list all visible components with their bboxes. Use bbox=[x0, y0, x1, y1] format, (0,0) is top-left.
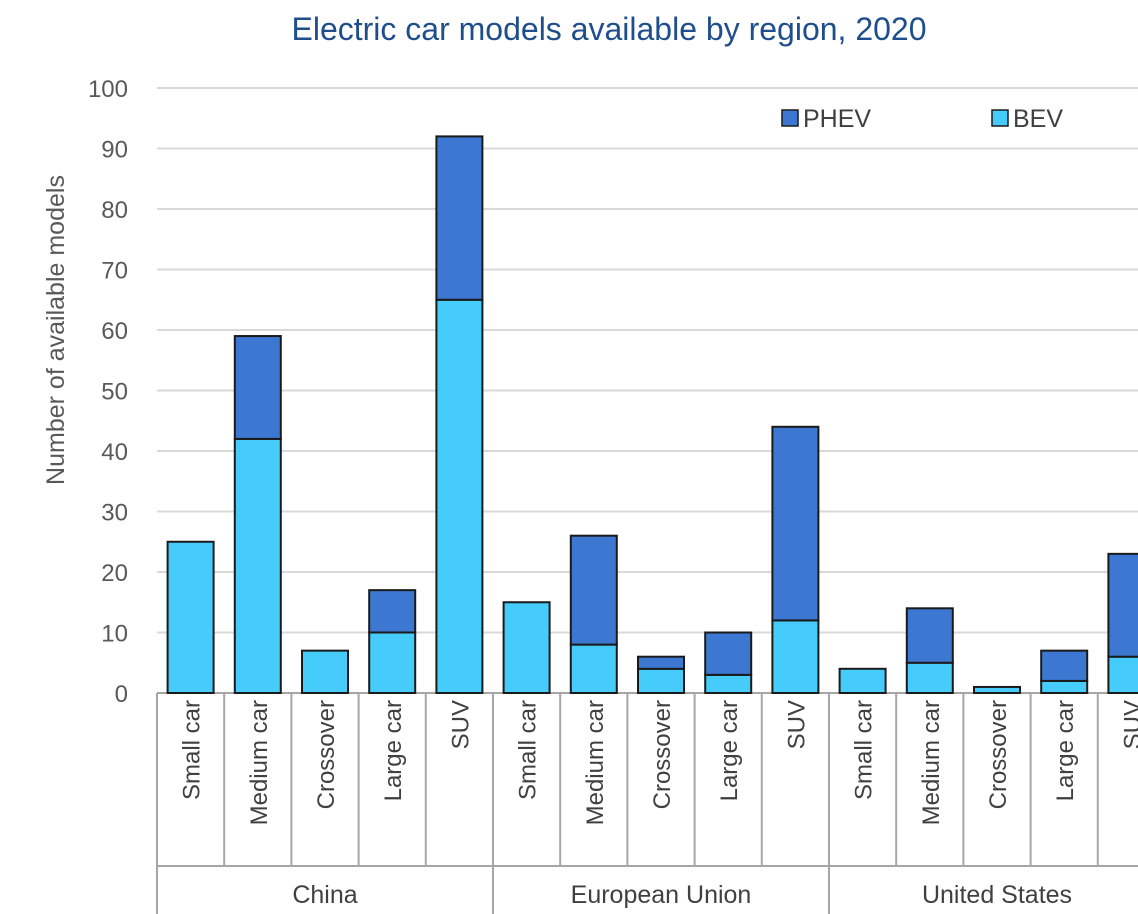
y-tick-label: 80 bbox=[101, 197, 128, 224]
legend-swatch bbox=[991, 109, 1009, 127]
bar-segment bbox=[1107, 655, 1138, 695]
bar-segment bbox=[771, 425, 820, 622]
legend-label: PHEV bbox=[803, 105, 871, 133]
y-tick-label: 50 bbox=[101, 379, 128, 406]
group-label: China bbox=[292, 881, 357, 909]
bar-segment bbox=[569, 534, 618, 646]
y-tick-label: 60 bbox=[101, 318, 128, 345]
y-tick-label: 0 bbox=[115, 681, 128, 708]
bar-segment bbox=[435, 135, 484, 301]
y-tick-label: 20 bbox=[101, 560, 128, 587]
category-label: Crossover bbox=[313, 700, 340, 809]
category-label: SUV bbox=[1119, 700, 1138, 749]
y-tick-label: 70 bbox=[101, 258, 128, 285]
group-label: United States bbox=[922, 881, 1072, 909]
category-label: Medium car bbox=[246, 700, 273, 825]
bar-segment bbox=[233, 335, 282, 440]
chart-title: Electric car models available by region,… bbox=[292, 11, 927, 47]
bar-segment bbox=[905, 607, 954, 664]
bar-segment bbox=[973, 685, 1021, 695]
category-label: Large car bbox=[380, 700, 407, 801]
bar-segment bbox=[1107, 552, 1138, 658]
bars bbox=[166, 135, 1138, 695]
bar-segment bbox=[905, 661, 954, 694]
y-tick-label: 40 bbox=[101, 439, 128, 466]
bar-segment bbox=[704, 673, 753, 694]
category-label: Medium car bbox=[918, 700, 945, 825]
bar-segment bbox=[301, 649, 349, 695]
gridlines bbox=[157, 87, 1138, 694]
bar-segment bbox=[435, 298, 484, 694]
category-label: SUV bbox=[783, 700, 810, 749]
category-label: Large car bbox=[1052, 700, 1079, 801]
legend-label: BEV bbox=[1013, 105, 1063, 133]
bar-segment bbox=[637, 667, 685, 694]
bar-segment bbox=[1040, 649, 1089, 682]
group-label: European Union bbox=[571, 881, 752, 909]
legend-swatch bbox=[781, 109, 799, 127]
bar-segment bbox=[502, 601, 551, 694]
category-label: Crossover bbox=[985, 700, 1012, 809]
bar-segment bbox=[368, 589, 417, 634]
y-tick-label: 30 bbox=[101, 500, 128, 527]
bar-segment bbox=[233, 437, 282, 694]
bar-segment bbox=[771, 619, 820, 695]
category-label: Small car bbox=[179, 700, 206, 800]
bar-segment bbox=[1040, 679, 1089, 695]
category-label: Small car bbox=[515, 700, 542, 800]
category-label: Small car bbox=[851, 700, 878, 800]
y-tick-label: 10 bbox=[101, 621, 128, 648]
bar-segment bbox=[704, 631, 753, 676]
category-label: Crossover bbox=[649, 700, 676, 809]
bar-segment bbox=[368, 631, 417, 694]
y-axis-label: Number of available models bbox=[42, 175, 70, 485]
legend: PHEV BEV bbox=[781, 105, 1063, 133]
bar-segment bbox=[838, 667, 887, 694]
bar-segment bbox=[637, 655, 685, 670]
category-label: Large car bbox=[716, 700, 743, 801]
y-axis-ticks: 0 10 20 30 40 50 60 70 80 90 100 bbox=[88, 76, 128, 708]
category-label: SUV bbox=[447, 700, 474, 749]
bar-segment bbox=[166, 540, 215, 694]
y-tick-label: 100 bbox=[88, 76, 128, 103]
x-axis: Small car Medium car Crossover Large car SUV… bbox=[156, 693, 1138, 914]
bar-segment bbox=[569, 643, 618, 694]
category-label: Medium car bbox=[582, 700, 609, 825]
y-tick-label: 90 bbox=[101, 137, 128, 164]
